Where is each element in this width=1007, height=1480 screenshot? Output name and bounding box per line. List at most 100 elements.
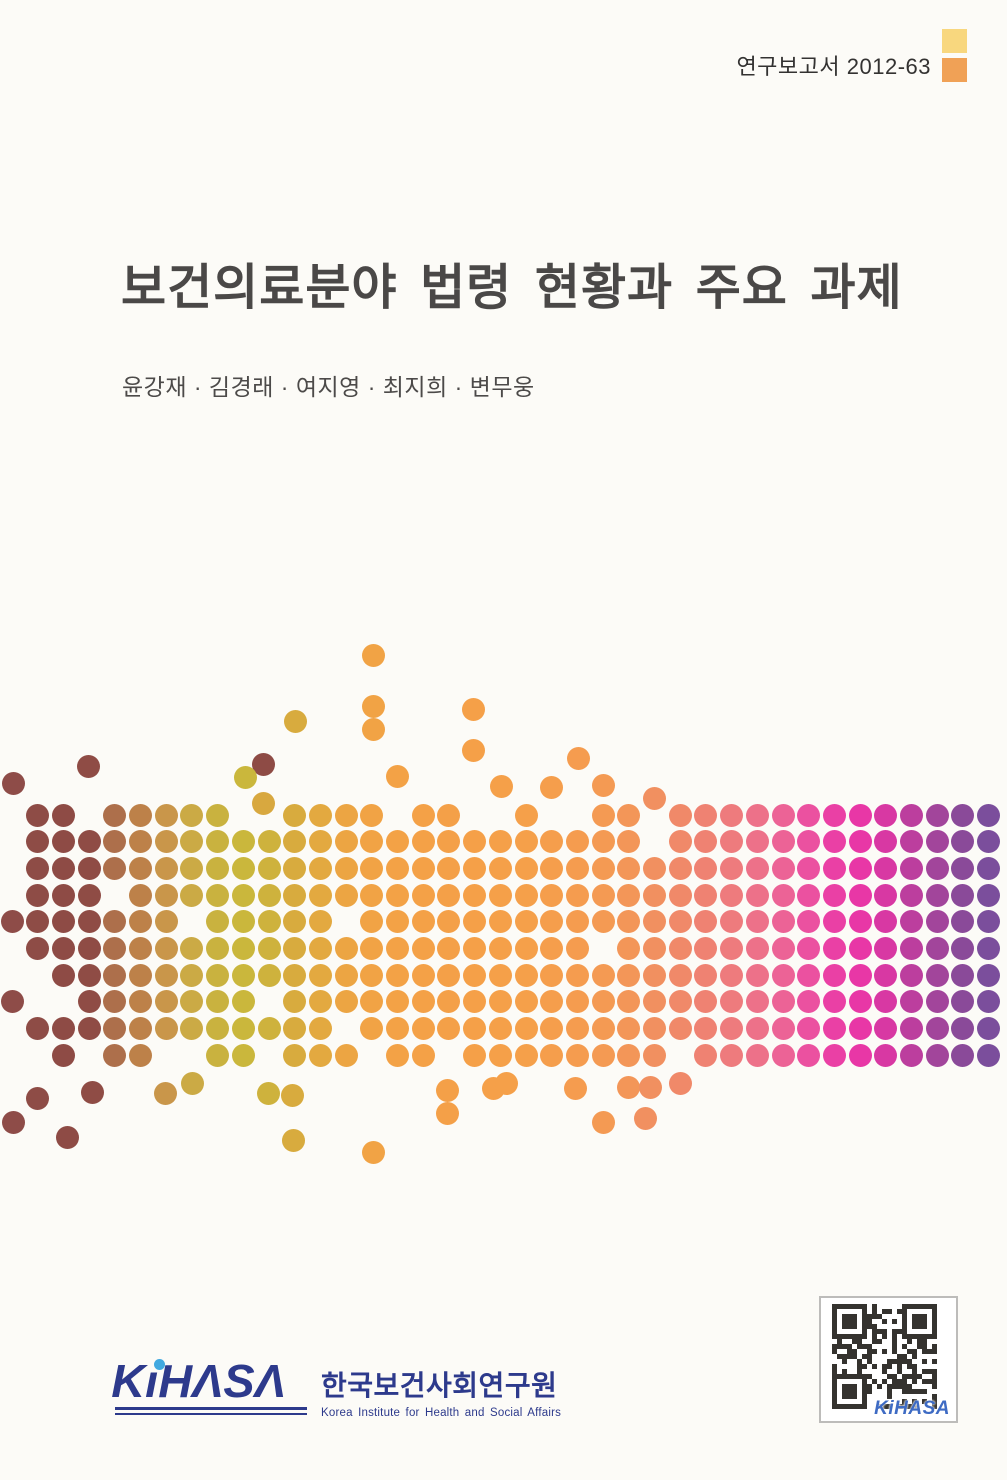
qr-module (842, 1334, 847, 1339)
qr-module (857, 1404, 862, 1409)
pattern-dot (361, 717, 385, 741)
pattern-dot (308, 830, 332, 854)
pattern-dot (103, 856, 127, 880)
pattern-dot (283, 856, 307, 880)
pattern-dot (180, 963, 204, 987)
qr-module (907, 1304, 912, 1309)
pattern-dot (668, 937, 692, 960)
qr-module (847, 1314, 852, 1319)
pattern-dot (720, 1043, 744, 1067)
qr-module (897, 1404, 902, 1409)
qr-module (867, 1384, 872, 1389)
qr-module (857, 1369, 862, 1374)
qr-module (862, 1329, 867, 1334)
qr-module (852, 1374, 857, 1379)
pattern-dot (386, 1017, 409, 1041)
qr-module (932, 1314, 937, 1319)
pattern-dot (771, 883, 795, 907)
pattern-dot (848, 963, 872, 987)
qr-module (847, 1324, 852, 1329)
pattern-dot (231, 856, 255, 880)
pattern-dot (463, 1043, 487, 1067)
pattern-dot (848, 803, 872, 827)
qr-module (847, 1384, 852, 1389)
qr-module (852, 1394, 857, 1399)
qr-module (857, 1344, 862, 1349)
pattern-dot (874, 990, 898, 1014)
qr-module (877, 1404, 882, 1409)
qr-module (902, 1379, 907, 1384)
qr-module (902, 1354, 907, 1359)
qr-module (842, 1369, 847, 1374)
qr-module (882, 1369, 887, 1374)
pattern-dot (900, 883, 923, 907)
pattern-dot (745, 883, 769, 907)
qr-module (912, 1324, 917, 1329)
pattern-dot (360, 910, 384, 934)
pattern-dot (386, 990, 409, 1014)
pattern-dot (488, 910, 512, 934)
qr-module (887, 1309, 892, 1314)
qr-module (862, 1394, 867, 1399)
pattern-dot (925, 1043, 949, 1067)
report-number-block: 연구보고서 2012-63 (736, 29, 967, 82)
qr-kihasa-label: KiHASA (874, 1398, 950, 1419)
pattern-dot (360, 990, 384, 1014)
pattern-dot (591, 856, 615, 880)
qr-module (842, 1404, 847, 1409)
pattern-dot (643, 963, 666, 987)
qr-module (857, 1339, 862, 1344)
qr-module (922, 1369, 927, 1374)
pattern-dot (668, 830, 692, 854)
pattern-dot (565, 990, 589, 1014)
pattern-dot (51, 1043, 75, 1067)
qr-module (882, 1309, 887, 1314)
pattern-dot (745, 910, 769, 934)
qr-module (832, 1319, 837, 1324)
pattern-dot (231, 963, 255, 987)
pattern-dot (77, 910, 101, 934)
pattern-dot (822, 963, 846, 987)
pattern-dot (437, 830, 461, 854)
qr-module (857, 1334, 862, 1339)
qr-module (922, 1349, 927, 1354)
pattern-dot (437, 963, 461, 987)
qr-module (867, 1349, 872, 1354)
pattern-dot (874, 1043, 898, 1067)
pattern-dot (771, 856, 795, 880)
qr-module (867, 1319, 872, 1324)
pattern-dot (463, 1017, 487, 1041)
pattern-dot (925, 883, 949, 907)
pattern-dot (745, 830, 769, 854)
qr-module (852, 1389, 857, 1394)
qr-module (867, 1314, 872, 1319)
pattern-dot (977, 830, 1001, 854)
qr-module (927, 1349, 932, 1354)
pattern-dot (386, 910, 409, 934)
pattern-dot (720, 937, 744, 960)
qr-module (912, 1374, 917, 1379)
pattern-dot (231, 910, 255, 934)
qr-module (927, 1334, 932, 1339)
pattern-dot (848, 1017, 872, 1041)
qr-module (902, 1389, 907, 1394)
pattern-dot (797, 830, 821, 854)
pattern-dot (874, 1017, 898, 1041)
qr-module (847, 1344, 852, 1349)
pattern-dot (745, 803, 769, 827)
qr-module (917, 1339, 922, 1344)
pattern-dot (51, 1017, 75, 1041)
pattern-dot (951, 1017, 975, 1041)
pattern-dot (77, 883, 101, 907)
qr-module (907, 1384, 912, 1389)
pattern-dot (55, 1125, 79, 1149)
pattern-dot (411, 990, 435, 1014)
qr-module (902, 1304, 907, 1309)
pattern-dot (386, 830, 409, 854)
pattern-dot (874, 883, 898, 907)
pattern-dot (154, 937, 178, 960)
qr-module (837, 1304, 842, 1309)
pattern-dot (822, 1043, 846, 1067)
qr-module (932, 1329, 937, 1334)
qr-module (917, 1344, 922, 1349)
